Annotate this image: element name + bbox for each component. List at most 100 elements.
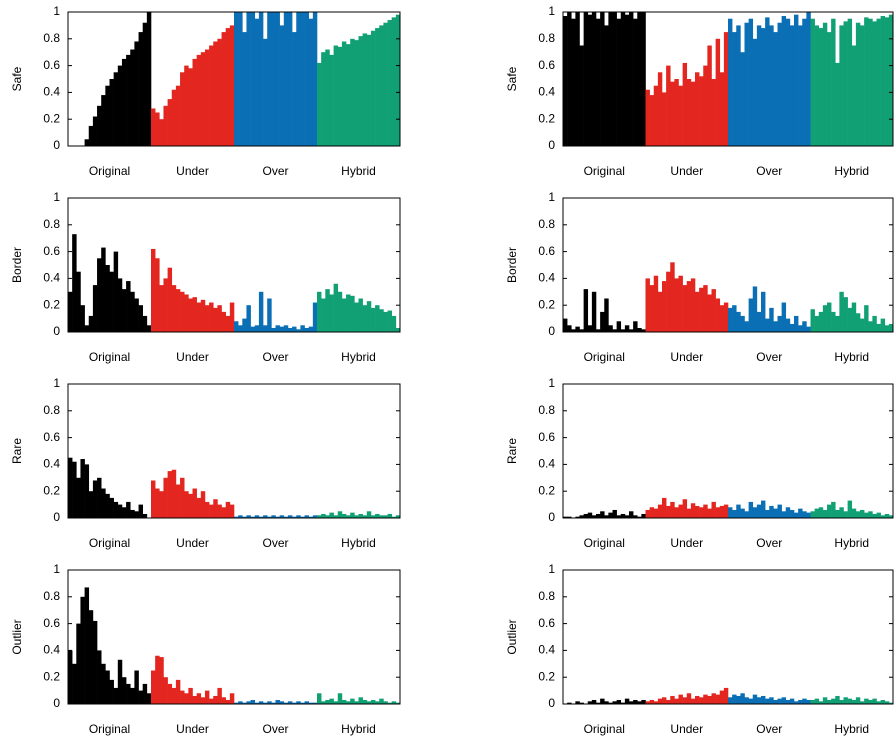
bar: [591, 699, 597, 704]
bar: [84, 464, 90, 518]
bar: [254, 702, 260, 704]
bar: [354, 515, 359, 518]
bar: [283, 516, 289, 518]
bar: [84, 325, 90, 332]
bar: [637, 701, 642, 704]
bar: [358, 298, 363, 332]
bar: [715, 507, 721, 518]
bar: [113, 251, 119, 332]
bar: [868, 321, 873, 332]
bar: [304, 12, 309, 146]
bar: [109, 497, 114, 518]
group-label: Original: [89, 536, 130, 550]
bar: [271, 702, 276, 704]
bar: [670, 81, 675, 146]
bar: [146, 693, 152, 704]
bar: [333, 45, 339, 146]
y-tick-label: 0.2: [538, 111, 555, 125]
bar: [637, 327, 642, 332]
bar: [814, 508, 820, 518]
bar: [234, 702, 239, 704]
bar: [847, 18, 853, 147]
bar: [196, 497, 202, 518]
bar: [267, 12, 272, 146]
bar: [358, 36, 363, 147]
bar: [312, 702, 318, 704]
bar: [831, 501, 836, 518]
bar: [756, 504, 762, 518]
bar: [806, 326, 811, 332]
bar: [711, 289, 716, 332]
bar: [341, 41, 347, 147]
bar: [699, 76, 704, 146]
bar: [773, 32, 778, 146]
bar: [563, 516, 568, 518]
y-tick-label: 0.4: [43, 457, 60, 471]
bar: [287, 701, 293, 704]
bar: [777, 504, 782, 518]
bar: [600, 698, 605, 704]
bar: [604, 25, 609, 146]
bar: [596, 18, 601, 147]
bar: [72, 234, 77, 332]
group-label: Under: [176, 164, 209, 178]
bar: [860, 318, 865, 332]
bar: [678, 275, 683, 332]
bar: [391, 701, 397, 704]
bar: [604, 701, 609, 704]
bar: [868, 699, 873, 704]
bar: [184, 294, 189, 332]
bar: [703, 504, 708, 518]
bar: [325, 699, 330, 704]
bar: [258, 701, 264, 704]
bar: [851, 302, 857, 332]
bar: [337, 693, 343, 704]
bar: [250, 516, 256, 518]
bar: [781, 511, 787, 518]
y-axis-label: Safe: [10, 66, 24, 91]
bar: [395, 702, 401, 704]
bar: [317, 693, 322, 704]
bar: [196, 693, 202, 704]
bar: [163, 477, 168, 518]
bar: [839, 507, 844, 518]
bar: [756, 25, 762, 146]
bar: [835, 315, 840, 332]
bar: [72, 663, 77, 704]
bar: [872, 315, 877, 332]
y-axis-label: Rare: [505, 438, 519, 464]
bar: [126, 501, 131, 518]
bar: [864, 698, 869, 704]
bar: [300, 516, 305, 518]
bar: [765, 698, 770, 704]
bar: [761, 28, 766, 146]
y-tick-label: 0: [53, 324, 60, 338]
bar: [736, 25, 741, 146]
bar: [92, 285, 98, 332]
bar: [789, 698, 795, 704]
bar: [880, 318, 886, 332]
bar: [616, 321, 622, 332]
bar: [835, 509, 840, 518]
bar: [678, 694, 683, 704]
bar: [860, 25, 865, 146]
bar: [740, 508, 745, 518]
bar: [670, 695, 675, 704]
bar: [308, 326, 314, 332]
bar: [629, 12, 634, 146]
group-label: Original: [89, 722, 130, 736]
bar: [641, 12, 646, 146]
group-label: Under: [670, 536, 703, 550]
bar: [699, 287, 704, 332]
bar: [151, 670, 156, 704]
bar: [629, 511, 634, 518]
bar: [633, 699, 638, 704]
group-label: Hybrid: [834, 164, 869, 178]
bar: [827, 504, 832, 518]
group-label: Hybrid: [341, 164, 376, 178]
group-label: Under: [176, 536, 209, 550]
bar: [383, 701, 388, 704]
bar: [221, 32, 226, 146]
bar: [159, 491, 164, 518]
bar: [134, 298, 139, 332]
